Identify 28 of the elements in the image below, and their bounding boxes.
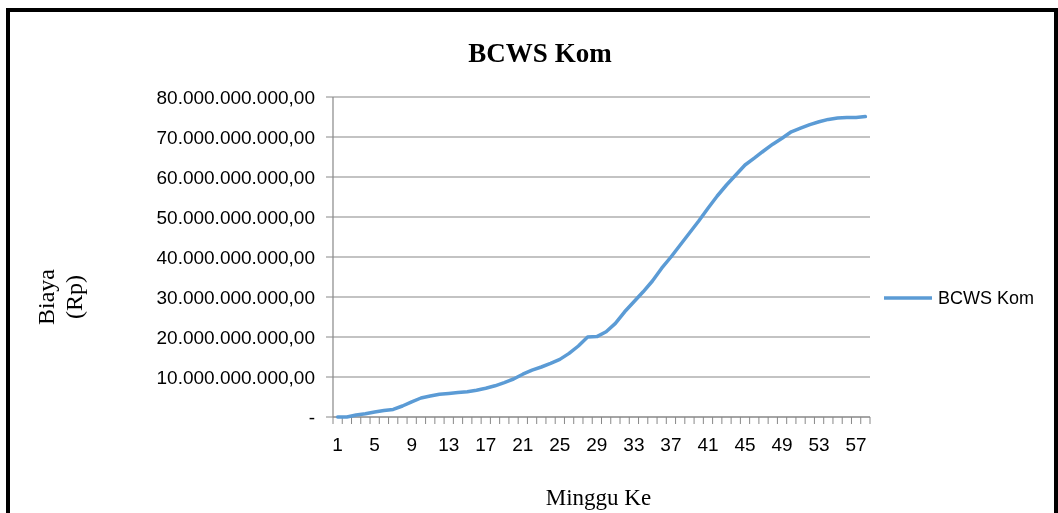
y-axis-title: Biaya (Rp)	[33, 268, 87, 325]
x-tick-label: 49	[771, 434, 793, 455]
y-tick-label: -	[308, 406, 315, 428]
x-tick-label: 45	[734, 434, 756, 455]
x-tick-label: 17	[475, 434, 497, 455]
x-tick-label: 57	[845, 434, 867, 455]
x-tick-label: 9	[406, 434, 417, 455]
y-tick-label: 70.000.000.000,00	[156, 126, 315, 148]
y-tick-label: 20.000.000.000,00	[156, 326, 315, 348]
x-tick-label: 37	[660, 434, 682, 455]
x-axis-title: Minggu Ke	[545, 485, 652, 510]
x-tick-label: 25	[549, 434, 571, 455]
x-tick-label: 1	[332, 434, 343, 455]
x-tick-label: 41	[697, 434, 719, 455]
y-tick-label: 60.000.000.000,00	[156, 166, 315, 188]
x-tick-label: 5	[369, 434, 380, 455]
x-tick-label: 21	[512, 434, 534, 455]
x-tick-label: 33	[623, 434, 645, 455]
x-tick-label: 29	[586, 434, 608, 455]
y-tick-label: 10.000.000.000,00	[156, 366, 315, 388]
y-tick-label: 30.000.000.000,00	[156, 286, 315, 308]
x-tick-label: 13	[438, 434, 460, 455]
y-tick-label: 40.000.000.000,00	[156, 246, 315, 268]
y-tick-label: 80.000.000.000,00	[156, 86, 315, 108]
y-tick-label: 50.000.000.000,00	[156, 206, 315, 228]
chart-title: BCWS Kom	[468, 38, 613, 68]
x-tick-label: 53	[808, 434, 830, 455]
legend-label: BCWS Kom	[938, 288, 1035, 309]
